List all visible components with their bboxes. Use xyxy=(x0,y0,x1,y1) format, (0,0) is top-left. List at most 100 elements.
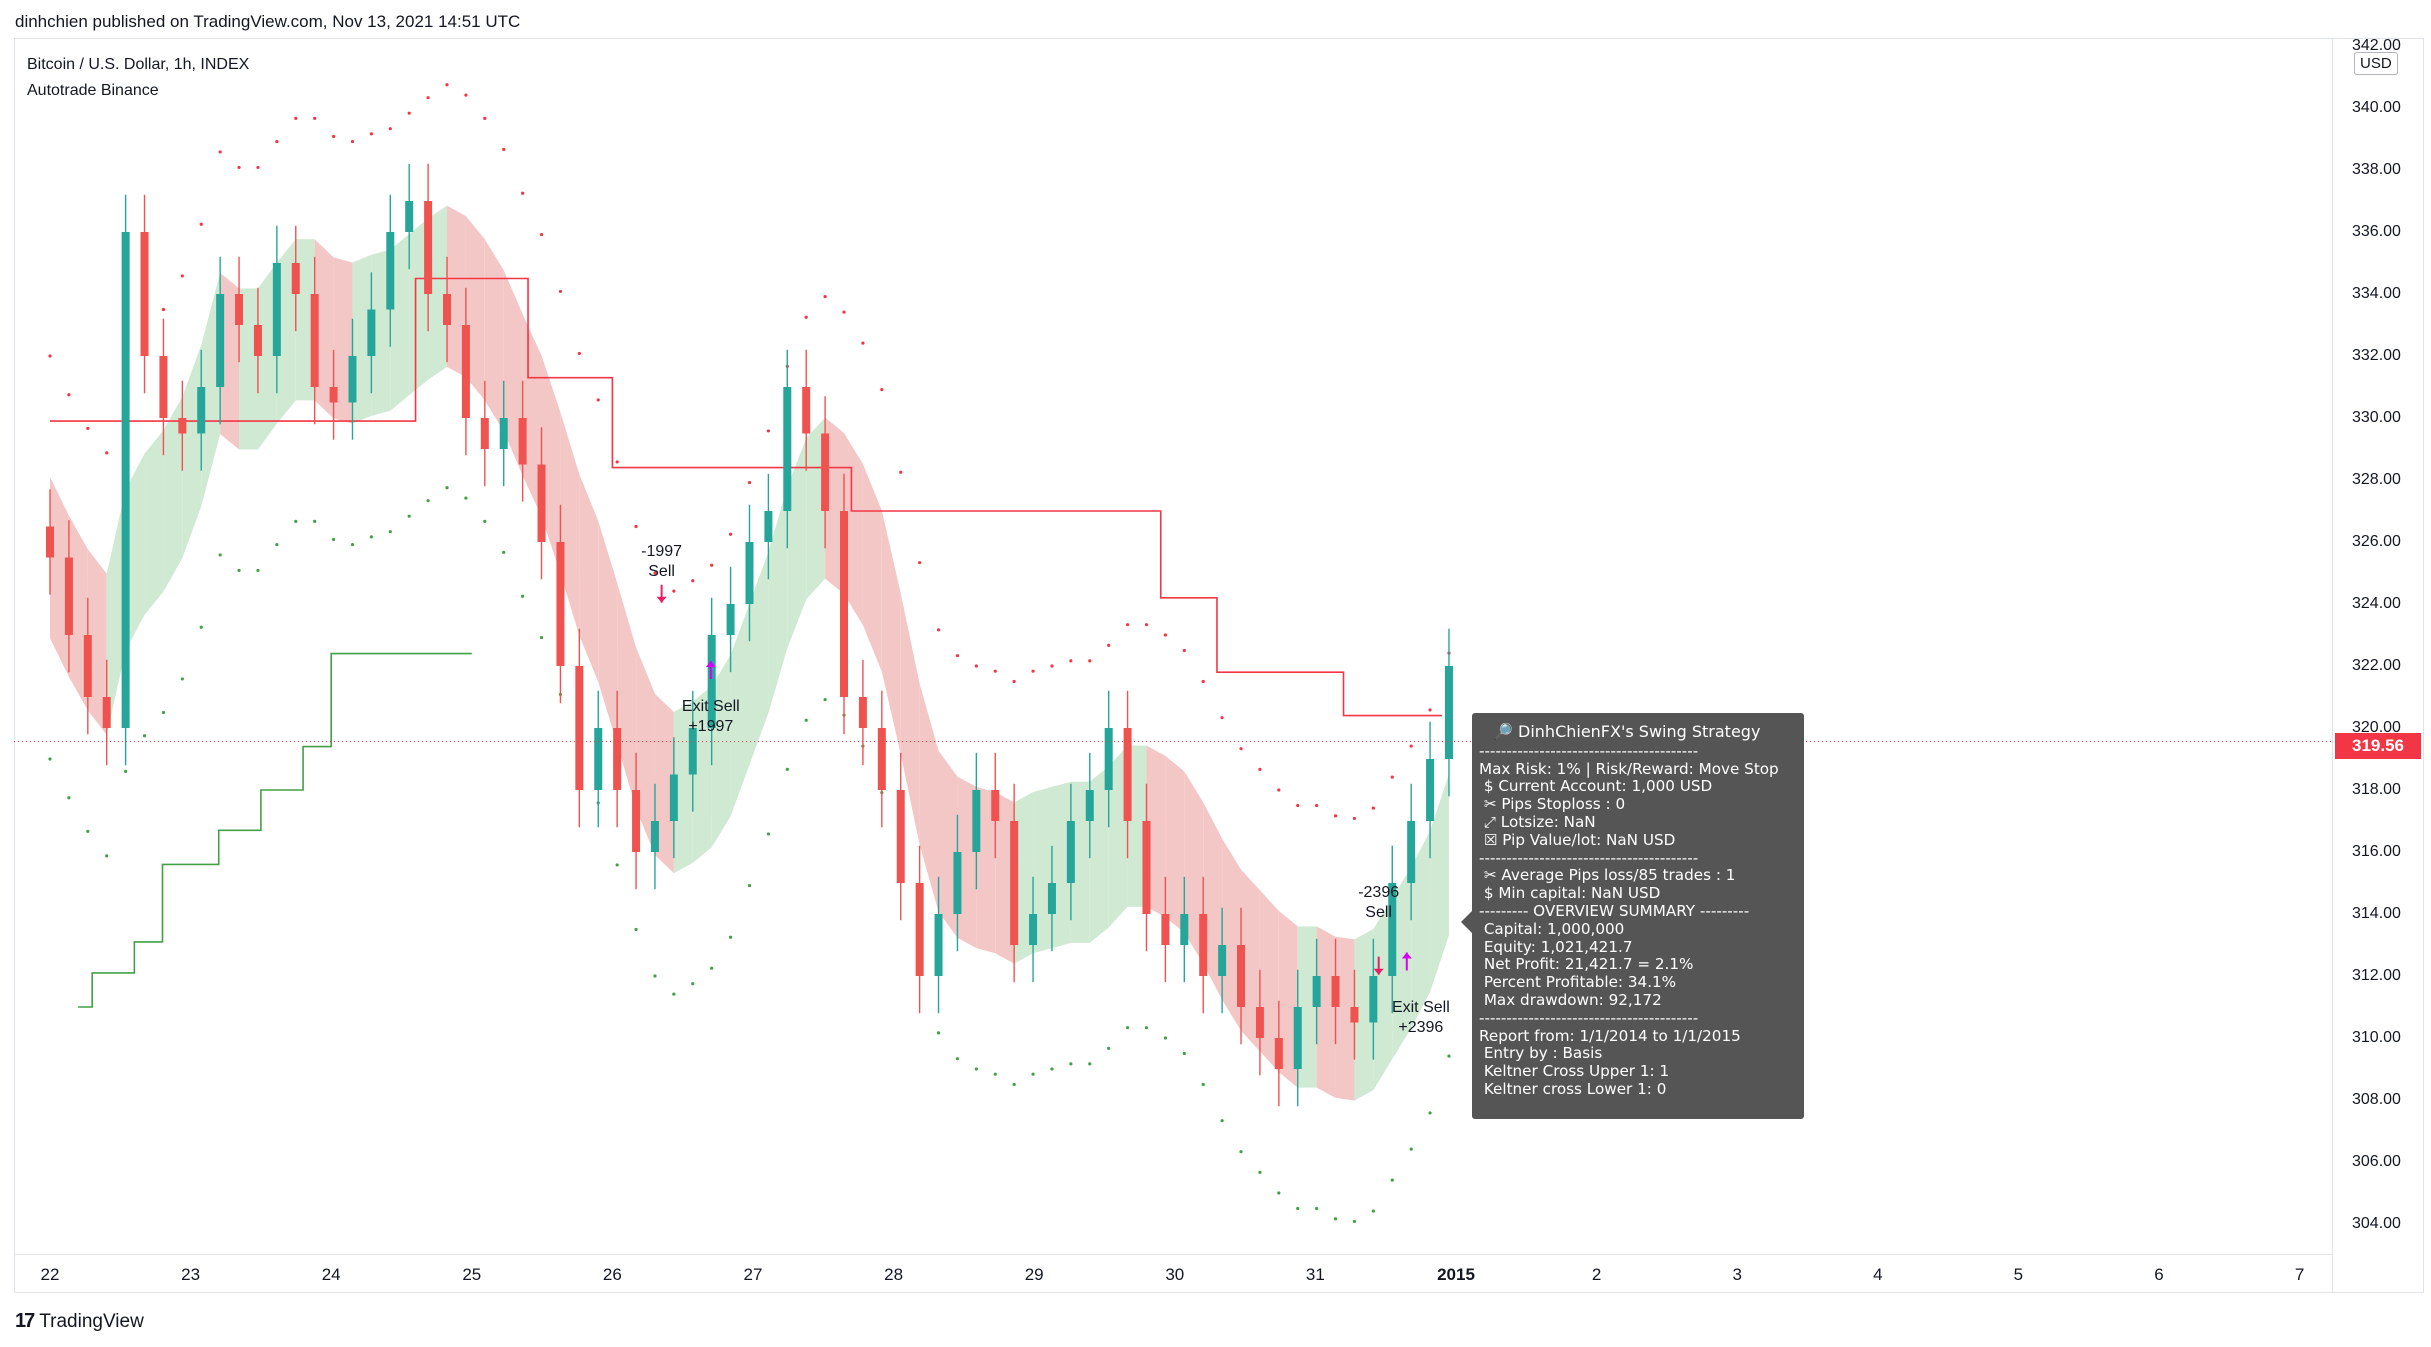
candle-body xyxy=(783,387,792,511)
keltner-upper-dot xyxy=(880,387,884,392)
keltner-lower-dot xyxy=(142,734,147,738)
tooltip-line: Percent Profitable: 34.1% xyxy=(1479,973,1677,992)
basis-band-segment xyxy=(844,432,863,626)
candle-body xyxy=(669,774,678,821)
keltner-lower-dot xyxy=(275,542,279,547)
keltner-upper-dot xyxy=(1144,623,1149,627)
keltner-lower-dot xyxy=(521,594,525,598)
keltner-upper-dot xyxy=(407,111,411,115)
keltner-lower-dot xyxy=(823,697,827,702)
candle-body xyxy=(537,464,546,542)
keltner-lower-dot xyxy=(445,486,449,490)
candle-body xyxy=(575,666,584,790)
candle-body xyxy=(632,790,641,852)
keltner-upper-dot xyxy=(483,116,487,120)
keltner-upper-dot xyxy=(331,134,336,139)
tooltip-line: ✂ Pips Stoploss : 0 xyxy=(1479,795,1626,814)
keltner-lower-dot xyxy=(1428,1111,1432,1115)
basis-band-segment xyxy=(560,412,580,636)
keltner-lower-dot xyxy=(256,568,260,573)
candle-body xyxy=(1104,728,1113,790)
keltner-upper-dot xyxy=(710,563,714,567)
candle-body xyxy=(1199,914,1208,976)
basis-band-segment xyxy=(201,272,221,507)
candle-body xyxy=(253,325,262,356)
x-tick-label: 31 xyxy=(1305,1265,1325,1284)
keltner-upper-dot xyxy=(1201,679,1205,684)
keltner-lower-dot xyxy=(1220,1119,1224,1123)
keltner-upper-dot xyxy=(86,426,90,430)
keltner-upper-dot xyxy=(1125,623,1130,627)
keltner-upper-dot xyxy=(105,451,109,455)
keltner-lower-dot xyxy=(1390,1178,1394,1182)
keltner-lower-dot xyxy=(955,1057,960,1061)
basis-band-segment xyxy=(919,683,939,912)
keltner-lower-dot xyxy=(1352,1219,1357,1224)
keltner-upper-dot xyxy=(1428,708,1432,712)
tooltip-line: Entry by : Basis xyxy=(1479,1044,1603,1063)
indicator-legend[interactable]: Autotrade Binance xyxy=(27,82,159,99)
basis-band-segment xyxy=(182,345,202,559)
basis-band-segment xyxy=(295,239,315,401)
footer-brand[interactable]: 17 TradingView xyxy=(15,1310,144,1333)
keltner-lower-dot xyxy=(1125,1026,1130,1030)
basis-band-segment xyxy=(1430,773,1449,993)
keltner-lower-dot xyxy=(218,553,222,557)
keltner-upper-dot xyxy=(1239,747,1243,751)
basis-band-segment xyxy=(1051,781,1071,949)
keltner-lower-dot xyxy=(105,854,109,858)
candle-body xyxy=(858,697,867,728)
candle-body xyxy=(367,309,376,356)
candle-body xyxy=(1407,821,1416,883)
keltner-lower-dot xyxy=(653,974,657,978)
basis-band-segment xyxy=(257,262,277,450)
basis-band-segment xyxy=(314,239,334,419)
x-tick-label: 2 xyxy=(1591,1265,1602,1284)
basis-band-segment xyxy=(1089,766,1109,943)
keltner-upper-dot xyxy=(294,116,298,120)
keltner-upper-dot xyxy=(161,307,166,312)
basis-band-segment xyxy=(976,786,996,954)
candle-body xyxy=(1350,1007,1359,1023)
keltner-lower-dot xyxy=(1258,1170,1262,1174)
tooltip-line: $ Min capital: NaN USD xyxy=(1479,884,1661,903)
basis-band-segment xyxy=(239,288,258,450)
basis-band-segment xyxy=(749,551,769,765)
basis-band-segment xyxy=(1184,771,1204,964)
candle-body xyxy=(178,418,187,434)
candle-body xyxy=(159,356,168,418)
basis-band-segment xyxy=(579,474,599,683)
basis-band-segment xyxy=(995,792,1015,964)
basis-band-segment xyxy=(465,215,485,401)
candle-body xyxy=(1123,728,1132,821)
keltner-upper-dot xyxy=(1012,679,1016,684)
trade-label-line: -2396 xyxy=(1358,884,1400,901)
keltner-upper-dot xyxy=(445,83,449,87)
keltner-upper-dot xyxy=(596,398,600,402)
keltner-lower-dot xyxy=(67,796,71,800)
keltner-upper-dot xyxy=(993,669,997,673)
keltner-upper-dot xyxy=(955,654,960,658)
basis-band-segment xyxy=(900,593,920,845)
keltner-lower-dot xyxy=(124,769,128,774)
x-tick-label: 23 xyxy=(181,1265,201,1284)
chart-area[interactable] xyxy=(14,38,2424,1293)
keltner-upper-dot xyxy=(1182,648,1186,653)
keltner-upper-dot xyxy=(1409,744,1413,748)
basis-band-segment xyxy=(768,487,788,714)
currency-label[interactable]: USD xyxy=(2354,52,2398,75)
basis-band-segment xyxy=(68,515,88,711)
keltner-upper-dot xyxy=(918,561,922,565)
symbol-legend[interactable]: Bitcoin / U.S. Dollar, 1h, INDEX xyxy=(27,56,250,73)
keltner-upper-dot xyxy=(1031,669,1035,673)
keltner-upper-dot xyxy=(936,628,941,632)
basis-band-segment xyxy=(125,453,145,651)
y-tick-label: 320.00 xyxy=(2352,719,2401,736)
trade-label-line: +2396 xyxy=(1398,1018,1444,1036)
keltner-lower-dot xyxy=(1012,1082,1016,1087)
basis-band-segment xyxy=(1203,802,1223,1000)
candle-body xyxy=(424,201,433,294)
candle-body xyxy=(1388,883,1397,976)
candle-body xyxy=(1047,883,1056,914)
keltner-lower-dot xyxy=(1201,1082,1205,1087)
